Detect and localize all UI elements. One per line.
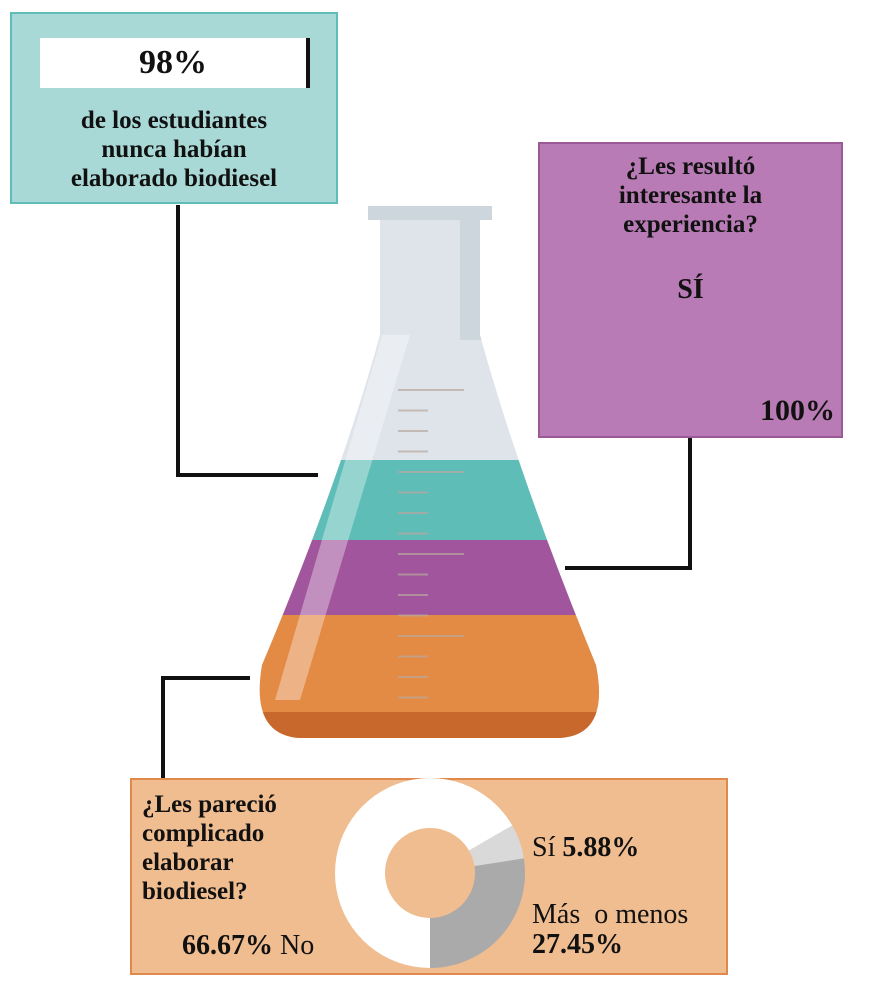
label-no: 66.67% No	[182, 930, 314, 962]
difficulty-box: ¿Les pareció complicado elaborar biodies…	[130, 778, 728, 975]
text-line: elaborar	[142, 849, 234, 876]
text-line: experiencia?	[623, 211, 758, 238]
text-line: de los estudiantes	[80, 107, 268, 134]
interest-box: ¿Les resultó interesante la experiencia?…	[538, 142, 843, 438]
text-line: nunca habían	[101, 136, 247, 163]
si-label: Sí	[532, 832, 556, 863]
si-value: 5.88%	[562, 832, 640, 863]
gauge-label: SÍ	[677, 274, 704, 305]
mas-label: Más o menos	[532, 899, 689, 930]
no-label: No	[280, 930, 315, 961]
no-value: 66.67%	[182, 930, 273, 961]
text-line: complicado	[142, 820, 265, 847]
label-mas: Más o menos 27.45%	[532, 900, 688, 960]
label-si: Sí 5.88%	[532, 832, 639, 864]
connector-lines	[161, 205, 692, 780]
flask-rim	[368, 206, 492, 220]
text-line: biodiesel?	[142, 878, 248, 905]
text-line: interesante la	[618, 182, 763, 209]
students-stat-box: 98% de los estudiantes nunca habían elab…	[10, 12, 338, 204]
purple-layer	[259, 540, 600, 615]
text-line: ¿Les resultó	[625, 153, 756, 180]
mas-value: 27.45%	[532, 929, 623, 960]
stat-text: de los estudiantes nunca habían elaborad…	[12, 106, 336, 193]
stat-value: 98%	[40, 38, 310, 88]
gauge-value: 100%	[760, 394, 835, 427]
question: ¿Les resultó interesante la experiencia?	[540, 152, 841, 239]
text-line: ¿Les pareció	[142, 791, 277, 818]
question: ¿Les pareció complicado elaborar biodies…	[142, 790, 277, 906]
text-line: elaborado biodiesel	[70, 165, 278, 192]
